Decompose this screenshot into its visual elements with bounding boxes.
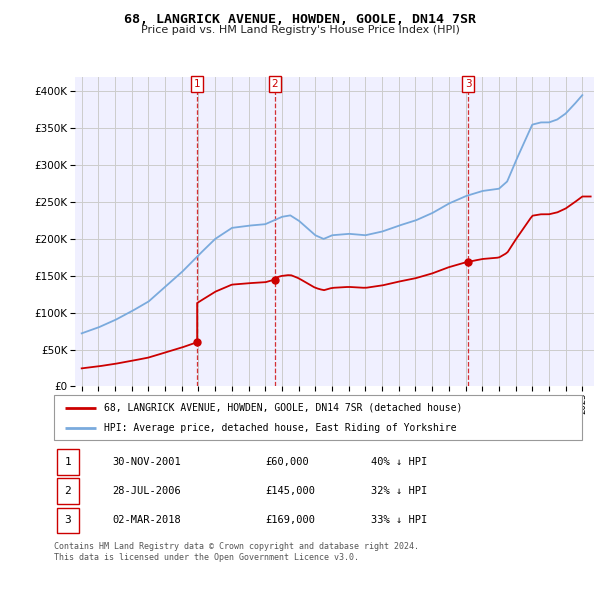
Text: 02-MAR-2018: 02-MAR-2018 (112, 516, 181, 526)
Text: This data is licensed under the Open Government Licence v3.0.: This data is licensed under the Open Gov… (54, 553, 359, 562)
Text: 32% ↓ HPI: 32% ↓ HPI (371, 486, 427, 496)
Text: Price paid vs. HM Land Registry's House Price Index (HPI): Price paid vs. HM Land Registry's House … (140, 25, 460, 35)
Text: Contains HM Land Registry data © Crown copyright and database right 2024.: Contains HM Land Registry data © Crown c… (54, 542, 419, 550)
Text: 2: 2 (272, 79, 278, 89)
Text: 68, LANGRICK AVENUE, HOWDEN, GOOLE, DN14 7SR: 68, LANGRICK AVENUE, HOWDEN, GOOLE, DN14… (124, 13, 476, 26)
FancyBboxPatch shape (56, 478, 79, 504)
Text: 2: 2 (64, 486, 71, 496)
Text: 30-NOV-2001: 30-NOV-2001 (112, 457, 181, 467)
FancyBboxPatch shape (56, 449, 79, 475)
Text: 68, LANGRICK AVENUE, HOWDEN, GOOLE, DN14 7SR (detached house): 68, LANGRICK AVENUE, HOWDEN, GOOLE, DN14… (104, 403, 463, 412)
Text: 40% ↓ HPI: 40% ↓ HPI (371, 457, 427, 467)
Text: 28-JUL-2006: 28-JUL-2006 (112, 486, 181, 496)
Text: 1: 1 (194, 79, 200, 89)
Text: £169,000: £169,000 (265, 516, 315, 526)
FancyBboxPatch shape (54, 395, 582, 440)
Text: 3: 3 (465, 79, 472, 89)
Text: 33% ↓ HPI: 33% ↓ HPI (371, 516, 427, 526)
Text: £145,000: £145,000 (265, 486, 315, 496)
Text: 1: 1 (64, 457, 71, 467)
FancyBboxPatch shape (56, 507, 79, 533)
Text: 3: 3 (64, 516, 71, 526)
Text: HPI: Average price, detached house, East Riding of Yorkshire: HPI: Average price, detached house, East… (104, 424, 457, 434)
Text: £60,000: £60,000 (265, 457, 309, 467)
